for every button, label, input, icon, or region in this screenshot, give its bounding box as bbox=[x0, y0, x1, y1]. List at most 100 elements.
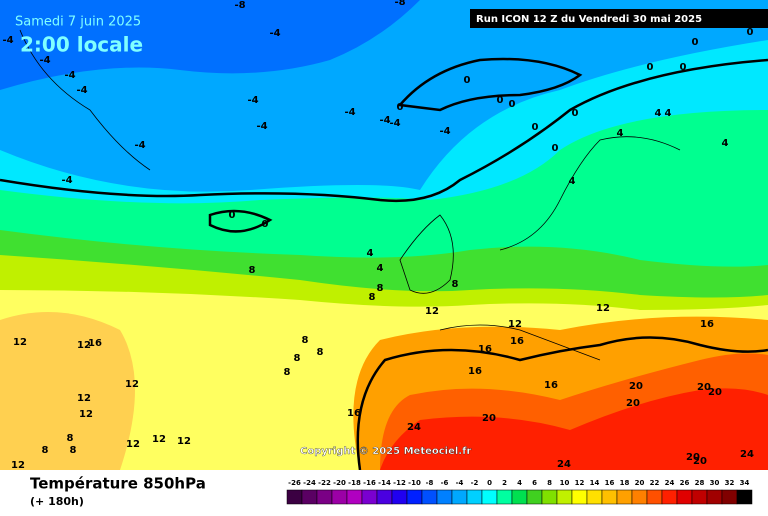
contour-label: 4 bbox=[569, 176, 576, 187]
contour-label: 0 bbox=[262, 219, 269, 230]
scale-swatch bbox=[496, 489, 513, 505]
contour-label: 20 bbox=[708, 387, 722, 398]
contour-label: -4 bbox=[269, 28, 280, 39]
contour-label: 0 bbox=[397, 102, 404, 113]
scale-swatch bbox=[721, 489, 738, 505]
scale-tick-label: 8 bbox=[547, 479, 552, 487]
copyright: Copyright © 2025 Meteociel.fr bbox=[300, 446, 471, 457]
scale-swatch bbox=[541, 489, 558, 505]
contour-label: 0 bbox=[532, 122, 539, 133]
scale-tick-label: 12 bbox=[575, 479, 585, 487]
contour-label: 0 bbox=[680, 62, 687, 73]
scale-tick-label: 6 bbox=[532, 479, 537, 487]
scale-swatch bbox=[631, 489, 648, 505]
run-banner bbox=[470, 9, 768, 28]
scale-swatch bbox=[301, 489, 318, 505]
contour-label: 20 bbox=[482, 413, 496, 424]
band-very-cold bbox=[0, 0, 420, 90]
scale-tick-label: 20 bbox=[635, 479, 645, 487]
scale-tick-label: 26 bbox=[680, 479, 690, 487]
contour-label: 0 bbox=[497, 95, 504, 106]
isotherm-zero-north bbox=[397, 57, 583, 112]
scale-swatch bbox=[691, 489, 708, 505]
scale-swatch bbox=[586, 489, 603, 505]
contour-label: 8 bbox=[284, 367, 291, 378]
contour-label: 4 bbox=[367, 248, 374, 259]
scale-swatch bbox=[376, 489, 393, 505]
contour-label: -8 bbox=[234, 0, 245, 11]
scale-swatch bbox=[316, 489, 333, 505]
scale-tick-label: 28 bbox=[695, 479, 705, 487]
coastline bbox=[19, 29, 681, 361]
contour-label: -4 bbox=[256, 121, 267, 132]
contour-label: 0 bbox=[647, 62, 654, 73]
contour-label: 0 bbox=[692, 37, 699, 48]
contour-label: -4 bbox=[247, 95, 258, 106]
scale-swatch bbox=[331, 489, 348, 505]
contour-label: -4 bbox=[64, 70, 75, 81]
footer-lead: (+ 180h) bbox=[30, 495, 84, 508]
scale-swatch bbox=[511, 489, 528, 505]
scale-tick-label: -6 bbox=[441, 479, 449, 487]
scale-tick-label: -20 bbox=[333, 479, 346, 487]
contour-label: -4 bbox=[389, 118, 400, 129]
scale-tick-label: -10 bbox=[408, 479, 421, 487]
scale-tick-label: -2 bbox=[471, 479, 479, 487]
contour-label: 4 bbox=[722, 138, 729, 149]
scale-tick-label: 22 bbox=[650, 479, 660, 487]
scale-swatch bbox=[286, 489, 303, 505]
scale-swatch bbox=[436, 489, 453, 505]
contour-label: -4 bbox=[61, 175, 72, 186]
contour-label: -4 bbox=[439, 126, 450, 137]
scale-swatch bbox=[466, 489, 483, 505]
contour-label: 12 bbox=[125, 379, 139, 390]
scale-swatch bbox=[526, 489, 543, 505]
scale-tick-label: -24 bbox=[303, 479, 316, 487]
contour-label: 12 bbox=[508, 319, 522, 330]
scale-swatch bbox=[736, 489, 753, 505]
scale-swatch bbox=[391, 489, 408, 505]
contour-label: 0 bbox=[229, 210, 236, 221]
contour-label: 4 bbox=[377, 263, 384, 274]
scale-tick-label: -14 bbox=[378, 479, 391, 487]
isotherm-zero bbox=[0, 58, 768, 203]
contour-label: 16 bbox=[468, 366, 482, 377]
contour-label: 8 bbox=[42, 445, 49, 456]
scale-tick-label: 34 bbox=[740, 479, 750, 487]
contour-label: 8 bbox=[67, 433, 74, 444]
contour-label: 12 bbox=[79, 409, 93, 420]
contour-label: -8 bbox=[394, 0, 405, 8]
scale-tick-label: -16 bbox=[363, 479, 376, 487]
contour-label: 12 bbox=[77, 340, 91, 351]
contour-label: 12 bbox=[177, 436, 191, 447]
contour-label: 12 bbox=[11, 460, 25, 471]
contour-label: 8 bbox=[249, 265, 256, 276]
contour-label: 12 bbox=[596, 303, 610, 314]
contour-label: -4 bbox=[2, 35, 13, 46]
contour-label: 20 bbox=[686, 452, 700, 463]
scale-swatch bbox=[481, 489, 498, 505]
scale-tick-label: -26 bbox=[288, 479, 301, 487]
contour-label: 4 bbox=[655, 108, 662, 119]
contour-label: 20 bbox=[626, 398, 640, 409]
contour-label: 24 bbox=[740, 449, 754, 460]
contour-label: 20 bbox=[629, 381, 643, 392]
scale-swatch bbox=[706, 489, 723, 505]
color-scale: -26 -24 -22 -20 -18 -16 -14 -12 -10 -8 -6 -4 -2 0 2 4 6 8… bbox=[286, 479, 753, 505]
contour-label: 16 bbox=[700, 319, 714, 330]
scale-tick-label: 14 bbox=[590, 479, 600, 487]
contour-label: -4 bbox=[76, 85, 87, 96]
scale-swatch bbox=[571, 489, 588, 505]
contour-label: 16 bbox=[347, 408, 361, 419]
contour-label: 8 bbox=[452, 279, 459, 290]
contour-label: 8 bbox=[377, 283, 384, 294]
scale-swatch bbox=[361, 489, 378, 505]
contour-label: -4 bbox=[39, 55, 50, 66]
contour-label: 24 bbox=[557, 459, 571, 470]
contour-label: 16 bbox=[478, 344, 492, 355]
scale-tick-label: -22 bbox=[318, 479, 331, 487]
scale-swatch bbox=[676, 489, 693, 505]
scale-swatch bbox=[616, 489, 633, 505]
scale-swatch bbox=[661, 489, 678, 505]
